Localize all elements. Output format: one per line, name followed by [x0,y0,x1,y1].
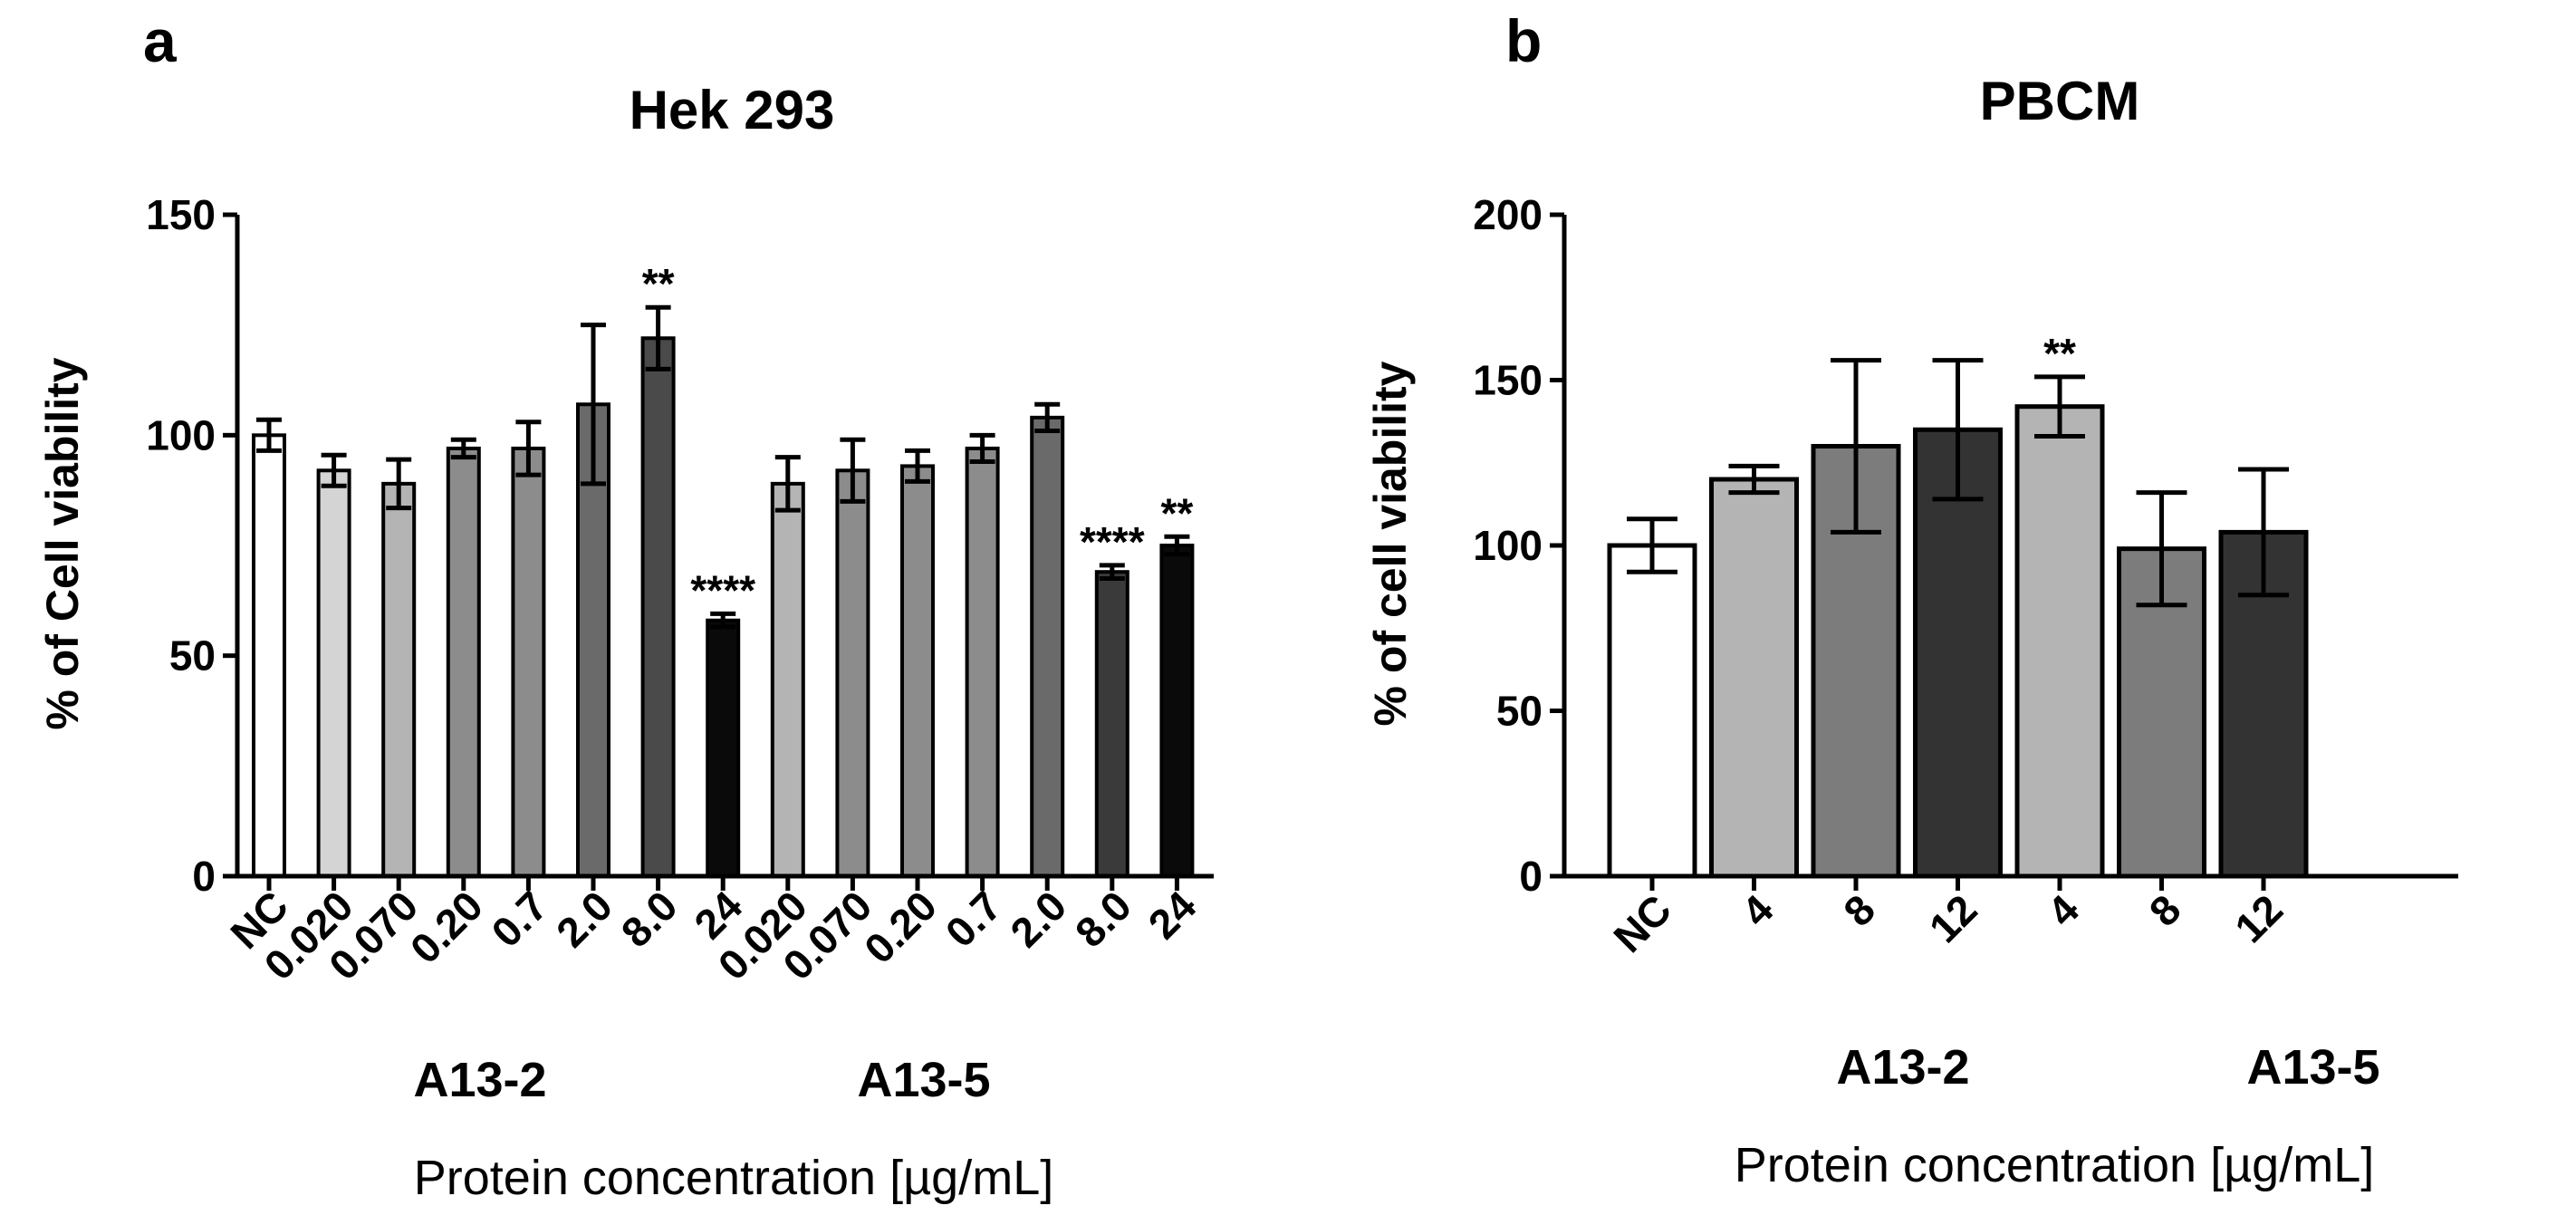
panel-b-x-ticks: NC 4 8 12 4 8 12 [1604,885,2292,961]
a-xtick-label: 2.0 [547,882,621,956]
a-bar [1094,570,1129,878]
b-ytick-label: 150 [1473,357,1543,404]
a-ytick-label: 0 [192,853,216,900]
panel-b-y-ticks: 0 50 100 150 200 [1473,191,1564,900]
a-bar [511,446,546,878]
a-bar [965,446,1000,878]
a-bar [381,481,417,878]
a-bar [1159,544,1195,878]
panel-b-bars: ** [1607,330,2309,879]
a-bar [1030,415,1065,878]
a-bar [446,446,481,878]
panel-b-axes [1562,215,2458,891]
b-bar [1709,477,1799,879]
panel-a-group-a13-2: A13-2 [413,1053,546,1107]
a-bar [770,481,805,878]
panel-a-x-axis-title: Protein concentration [µg/mL] [414,1151,1053,1205]
b-ytick-label: 200 [1473,191,1543,238]
b-xtick-label: 4 [1733,885,1783,935]
a-significance-label: **** [690,566,755,613]
a-xtick-label: 8.0 [1066,882,1140,956]
a-significance-label: ** [642,260,675,307]
panel-b-group-a13-5: A13-5 [2246,1040,2379,1095]
b-significance-label: ** [2043,330,2076,377]
a-xtick-label: 0.7 [937,882,1011,956]
panel-a-title: Hek 293 [630,80,835,140]
b-xtick-label: 12 [2225,885,2292,951]
b-bar [2014,404,2105,879]
panel-a-group-a13-5: A13-5 [857,1053,990,1107]
panel-a-hek293: a Hek 293 % of Cell viability 050100150 … [37,7,1214,1205]
a-bar [900,464,935,879]
panel-b-pbcm: b PBCM % of cell viability 050100150200 … [1365,7,2458,1192]
a-bar [316,468,351,878]
b-ytick-label: 100 [1473,522,1543,569]
panel-a-axes [235,215,1214,891]
panel-b-y-axis-label: % of cell viability [1365,361,1416,726]
panel-b-title: PBCM [1980,71,2140,131]
a-xtick-label: 24 [1139,882,1206,948]
a-bar [706,618,741,878]
panel-a-x-ticks: NC0.0200.0700.200.72.08.0240.0200.0700.2… [221,882,1205,989]
panel-a-y-axis-label: % of Cell viability [37,357,88,729]
a-xtick-label: 0.7 [482,882,556,956]
a-xtick-label: 0.20 [401,882,492,972]
b-xtick-label: NC [1604,885,1680,961]
b-xtick-label: 4 [2038,885,2088,935]
panel-b-group-a13-2: A13-2 [1836,1040,1969,1095]
a-xtick-label: 8.0 [612,882,687,956]
b-ytick-label: 50 [1496,688,1543,735]
a-ytick-label: 150 [146,191,216,238]
b-xtick-label: 8 [2140,885,2190,935]
a-xtick-label: 2.0 [1001,882,1075,956]
a-bar [835,468,870,878]
panel-a-letter: a [143,7,178,74]
a-xtick-label: 0.20 [855,882,946,972]
b-ytick-label: 0 [1519,853,1543,900]
panel-a-bars: ************ [252,260,1195,879]
b-bar [1607,543,1697,879]
a-ytick-label: 50 [169,632,216,680]
b-xtick-label: 8 [1834,885,1884,935]
panel-b-x-axis-title: Protein concentration [µg/mL] [1735,1138,2374,1192]
a-ytick-label: 100 [146,411,216,458]
panel-a-y-ticks: 0 50 100 150 [146,191,237,900]
a-bar [252,433,286,878]
a-significance-label: **** [1080,518,1145,565]
b-xtick-label: 12 [1920,885,1986,951]
a-bar [640,336,676,878]
panel-b-letter: b [1505,7,1542,74]
a-significance-label: ** [1160,489,1193,536]
